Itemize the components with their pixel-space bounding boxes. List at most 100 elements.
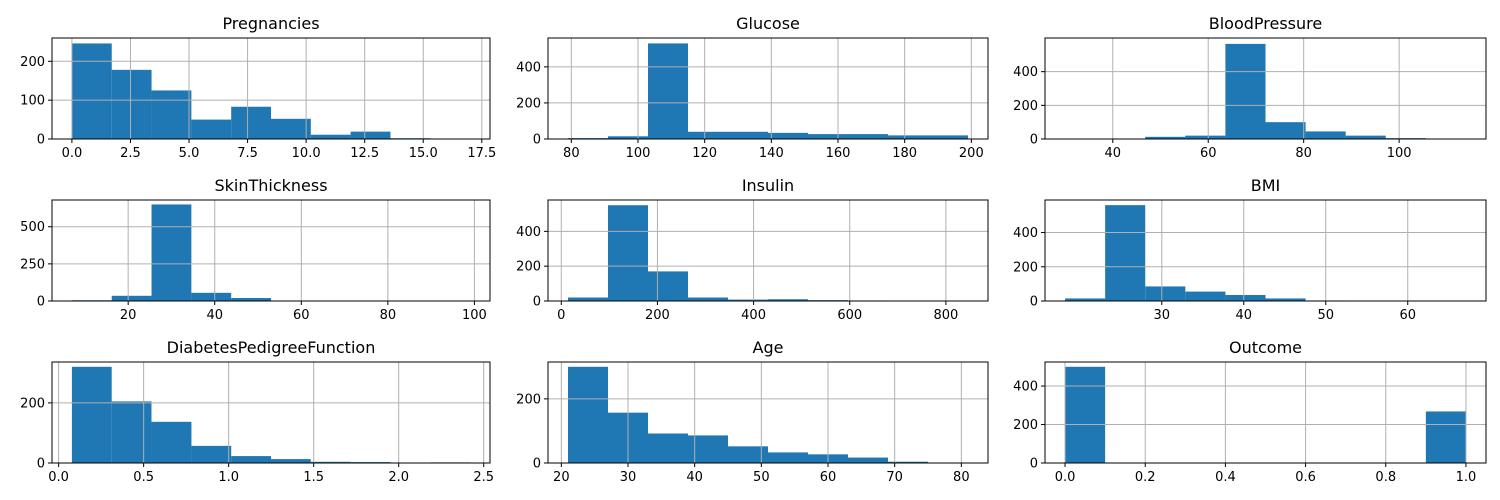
- bar-bloodpressure-3: [1185, 135, 1226, 139]
- bar-pregnancies-4: [231, 106, 271, 139]
- bar-pregnancies-1: [111, 69, 152, 139]
- xtick-label-bmi-3: 60: [1399, 308, 1416, 323]
- ytick-label-bmi-1: 200: [1013, 260, 1038, 275]
- ytick-label-outcome-1: 200: [1013, 418, 1038, 433]
- xtick-label-diabetespedigreefunction-4: 2.0: [388, 470, 409, 485]
- bar-glucose-2: [648, 43, 688, 139]
- xtick-label-bloodpressure-2: 80: [1295, 146, 1312, 161]
- xtick-label-diabetespedigreefunction-2: 1.0: [218, 470, 239, 485]
- bar-age-3: [688, 435, 728, 463]
- panel-skinthickness: 20 40 60 80 100 0 250 500 SkinThickness: [20, 176, 491, 323]
- ytick-label-pregnancies-0: 0: [37, 133, 45, 148]
- ytick-label-skinthickness-0: 0: [37, 295, 45, 310]
- xtick-label-pregnancies-1: 2.5: [120, 146, 141, 161]
- bar-diabetespedigreefunction-3: [191, 445, 232, 463]
- ytick-label-pregnancies-2: 200: [20, 55, 45, 70]
- bar-diabetespedigreefunction-6: [310, 461, 351, 463]
- ytick-label-glucose-2: 400: [516, 60, 541, 75]
- xtick-label-glucose-4: 160: [826, 146, 851, 161]
- xtick-label-bmi-1: 40: [1236, 308, 1253, 323]
- bar-age-4: [728, 446, 768, 463]
- bar-diabetespedigreefunction-5: [271, 459, 311, 463]
- panel-insulin: 0 200 400 600 800 0 200 400 Insulin: [516, 176, 989, 323]
- xtick-label-pregnancies-5: 12.5: [350, 146, 379, 161]
- bar-bmi-1: [1105, 205, 1146, 301]
- bar-age-8: [888, 461, 928, 463]
- bar-bloodpressure-6: [1305, 131, 1346, 139]
- bar-skinthickness-1: [111, 295, 152, 301]
- xtick-label-skinthickness-4: 100: [462, 308, 487, 323]
- bar-bmi-5: [1265, 298, 1306, 301]
- bar-glucose-4: [728, 131, 768, 139]
- xtick-label-age-3: 50: [753, 470, 770, 485]
- xtick-label-bloodpressure-3: 100: [1387, 146, 1412, 161]
- panel-title-pregnancies: Pregnancies: [222, 14, 319, 33]
- bar-glucose-1: [608, 136, 648, 139]
- xtick-label-insulin-2: 400: [741, 308, 766, 323]
- bar-bmi-2: [1145, 286, 1186, 301]
- bar-pregnancies-3: [191, 119, 232, 139]
- ytick-label-glucose-1: 200: [516, 96, 541, 111]
- ytick-label-pregnancies-1: 100: [20, 94, 45, 109]
- ytick-label-bmi-2: 400: [1013, 226, 1038, 241]
- bar-bloodpressure-2: [1145, 136, 1186, 139]
- xtick-label-outcome-1: 0.2: [1135, 470, 1156, 485]
- ytick-label-outcome-0: 0: [1030, 457, 1038, 472]
- xtick-label-glucose-2: 120: [692, 146, 717, 161]
- xtick-label-outcome-4: 0.8: [1375, 470, 1396, 485]
- axes-frame-bmi: [1044, 199, 1487, 302]
- bar-age-0: [568, 366, 608, 463]
- xtick-label-bloodpressure-0: 40: [1104, 146, 1121, 161]
- panel-title-diabetespedigreefunction: DiabetesPedigreeFunction: [167, 338, 376, 357]
- axes-frame-skinthickness: [51, 199, 491, 302]
- panel-title-bloodpressure: BloodPressure: [1209, 14, 1322, 33]
- xtick-label-diabetespedigreefunction-3: 1.5: [303, 470, 324, 485]
- xtick-label-age-0: 20: [553, 470, 570, 485]
- bar-bmi-0: [1065, 298, 1106, 301]
- bar-diabetespedigreefunction-4: [231, 456, 271, 463]
- bar-glucose-3: [688, 131, 728, 139]
- bar-age-5: [768, 452, 808, 463]
- xtick-label-skinthickness-1: 40: [206, 308, 223, 323]
- bar-pregnancies-6: [310, 134, 351, 139]
- axes-frame-diabetespedigreefunction: [51, 361, 491, 464]
- panel-title-insulin: Insulin: [742, 176, 794, 195]
- xtick-label-glucose-5: 180: [892, 146, 917, 161]
- bar-bmi-4: [1225, 295, 1266, 301]
- panel-bloodpressure: 40 60 80 100 0 200 400 BloodPressure: [1013, 14, 1487, 161]
- ytick-label-age-1: 200: [516, 392, 541, 407]
- xtick-label-age-1: 30: [620, 470, 637, 485]
- xtick-label-skinthickness-3: 80: [380, 308, 397, 323]
- xtick-label-outcome-0: 0.0: [1055, 470, 1076, 485]
- xtick-label-age-2: 40: [686, 470, 703, 485]
- panel-bmi: 30 40 50 60 0 200 400 BMI: [1013, 176, 1487, 323]
- xtick-label-insulin-4: 800: [933, 308, 958, 323]
- ytick-label-bloodpressure-1: 200: [1013, 99, 1038, 114]
- panel-title-age: Age: [753, 338, 784, 357]
- panel-title-glucose: Glucose: [736, 14, 800, 33]
- axes-frame-outcome: [1044, 361, 1487, 464]
- bar-diabetespedigreefunction-2: [151, 421, 192, 463]
- bar-age-2: [648, 433, 688, 463]
- bar-skinthickness-3: [191, 292, 232, 301]
- xtick-label-diabetespedigreefunction-1: 0.5: [133, 470, 154, 485]
- xtick-label-insulin-3: 600: [837, 308, 862, 323]
- xtick-label-age-6: 80: [953, 470, 970, 485]
- bar-glucose-8: [888, 135, 928, 139]
- xtick-label-glucose-1: 100: [626, 146, 651, 161]
- ytick-label-bmi-0: 0: [1030, 295, 1038, 310]
- xtick-label-pregnancies-7: 17.5: [467, 146, 496, 161]
- axes-frame-bloodpressure: [1044, 37, 1487, 140]
- bar-pregnancies-7: [350, 131, 391, 139]
- axes-frame-insulin: [547, 199, 989, 302]
- panel-title-outcome: Outcome: [1229, 338, 1302, 357]
- bar-glucose-6: [808, 134, 848, 139]
- bar-insulin-2: [648, 271, 688, 301]
- xtick-label-glucose-0: 80: [563, 146, 580, 161]
- bar-insulin-1: [608, 205, 648, 301]
- panel-diabetespedigreefunction: 0.0 0.5 1.0 1.5 2.0 2.5 0 200 DiabetesPedigreeFu…: [20, 338, 494, 485]
- xtick-label-glucose-3: 140: [759, 146, 784, 161]
- xtick-label-outcome-5: 1.0: [1456, 470, 1477, 485]
- xtick-label-age-4: 60: [820, 470, 837, 485]
